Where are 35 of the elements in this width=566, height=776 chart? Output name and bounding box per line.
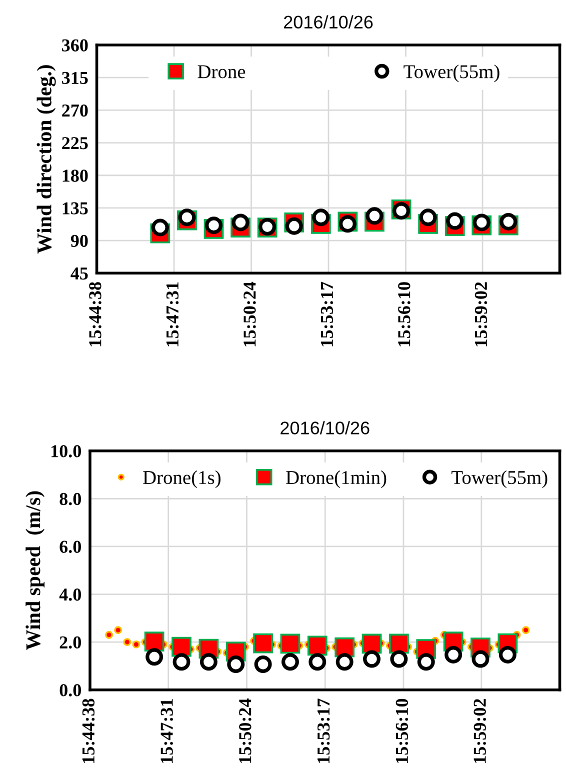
y-tick-label: 360 bbox=[62, 39, 88, 52]
x-tick-label: 15:50:24 bbox=[239, 698, 252, 763]
y-tick-label: 6.0 bbox=[60, 540, 81, 553]
y-tick-label: 270 bbox=[62, 104, 88, 117]
y-tick-label: 0.0 bbox=[60, 684, 81, 696]
legend-label: Tower(55m) bbox=[404, 64, 500, 82]
legend-label: Drone bbox=[198, 65, 246, 78]
y-tick-label: 8.0 bbox=[60, 492, 81, 506]
y-tick-label: 135 bbox=[62, 202, 88, 214]
y-axis-title: Wind speed (m/s) bbox=[26, 491, 45, 650]
legend-label: Tower(55m) bbox=[452, 470, 548, 488]
y-tick-label: 90 bbox=[70, 234, 88, 247]
x-tick-label: 15:44:38 bbox=[89, 282, 102, 346]
x-tick-label: 15:47:31 bbox=[166, 282, 179, 346]
y-tick-label: 180 bbox=[62, 170, 88, 182]
x-tick-label: 15:53:17 bbox=[320, 282, 334, 346]
x-tick-label: 15:56:10 bbox=[398, 282, 410, 346]
x-tick-label: 15:47:31 bbox=[160, 699, 173, 763]
x-tick-label: 15:44:38 bbox=[82, 698, 95, 763]
legend-label: Drone(1s) bbox=[143, 470, 220, 488]
y-tick-label: 315 bbox=[62, 72, 88, 84]
chart-title: 2016/10/26 bbox=[280, 421, 370, 434]
y-tick-label: 4.0 bbox=[59, 588, 81, 601]
y-tick-label: 45 bbox=[70, 268, 88, 280]
y-tick-label: 2.0 bbox=[60, 636, 81, 649]
x-tick-label: 15:59:02 bbox=[474, 698, 486, 763]
y-axis-title: Wind direction (deg.) bbox=[36, 65, 56, 254]
legend-label: Drone(1min) bbox=[286, 470, 386, 488]
x-tick-label: 15:50:24 bbox=[244, 282, 256, 346]
x-tick-label: 15:53:17 bbox=[317, 698, 330, 763]
chart-title: 2016/10/26 bbox=[284, 15, 373, 29]
x-tick-label: 15:56:10 bbox=[396, 698, 408, 763]
y-tick-label: 10.0 bbox=[52, 445, 81, 458]
x-tick-label: 15:59:02 bbox=[474, 282, 488, 346]
y-tick-label: 225 bbox=[62, 137, 88, 150]
